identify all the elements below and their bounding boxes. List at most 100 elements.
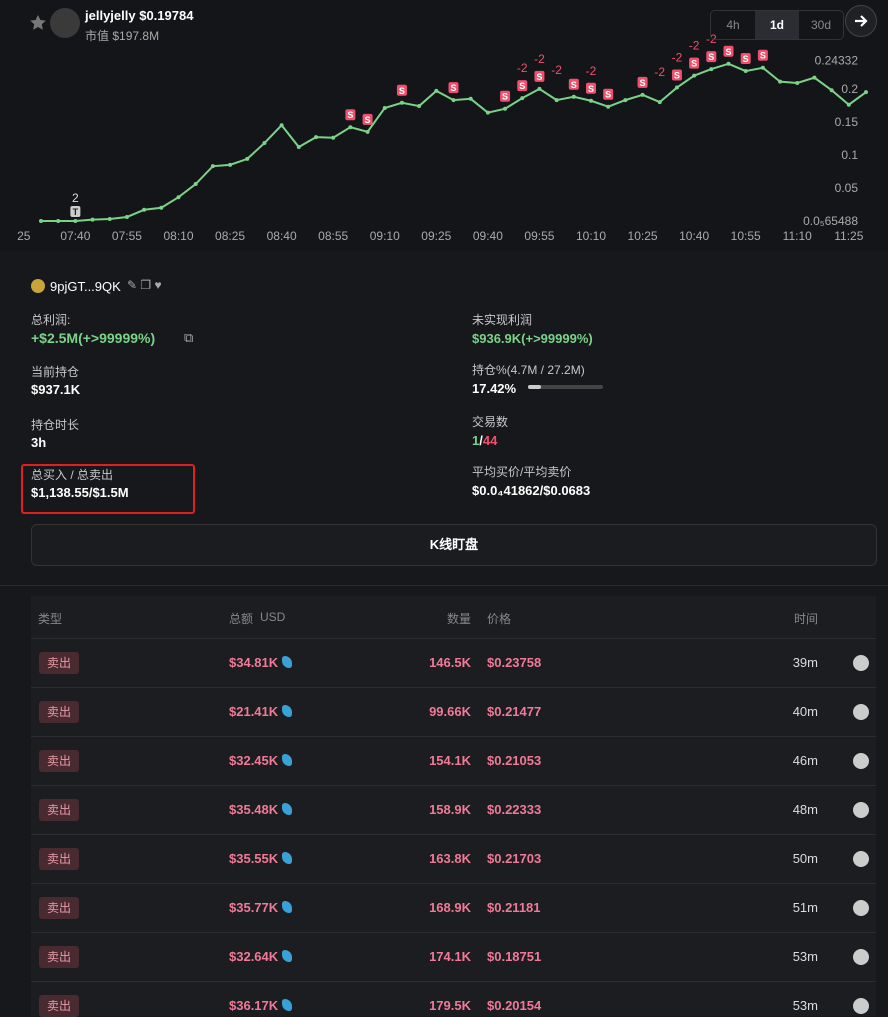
price-point (468, 96, 473, 101)
amount: $32.45K (229, 753, 279, 768)
token-avatar (50, 8, 80, 38)
price-point (760, 65, 765, 70)
price-point (726, 61, 731, 66)
y-tick-label: 0.2 (841, 82, 858, 96)
column-header: 类型 (38, 612, 63, 626)
column-header: 价格 (487, 612, 512, 626)
detail-icon[interactable] (853, 655, 869, 671)
progress-track (528, 385, 603, 389)
stat-label: 总买入 / 总卖出 (31, 468, 114, 482)
buy-marker: T (73, 207, 79, 217)
row-divider (31, 736, 876, 737)
market-cap-value: $197.8M (112, 29, 160, 43)
wallet-icons[interactable]: ✎ ❐ ♥ (127, 278, 162, 292)
price-point (296, 145, 301, 150)
trades: 1/44 (472, 433, 497, 448)
price-point (228, 162, 233, 167)
time: 46m (792, 753, 818, 768)
time: 39m (792, 655, 818, 670)
price-point (743, 69, 748, 74)
price: $0.18751 (487, 949, 542, 964)
detail-icon[interactable] (853, 900, 869, 916)
sell-marker: S (640, 78, 646, 88)
row-divider (31, 883, 876, 884)
price-point (503, 106, 508, 111)
stat-label: 未实现利润 (472, 313, 533, 327)
sell-marker: S (588, 84, 594, 94)
sell-marker: S (450, 83, 456, 93)
row-divider (31, 638, 876, 639)
sell-marker: S (399, 86, 405, 96)
column-header: USD (260, 610, 286, 624)
type-badge: 卖出 (39, 652, 79, 674)
sell-count: -2 (551, 63, 562, 77)
price-point (348, 125, 353, 130)
detail-icon[interactable] (853, 753, 869, 769)
sell-count: -2 (586, 64, 597, 78)
x-tick-label: 08:40 (267, 229, 297, 243)
quantity: 163.8K (429, 851, 471, 866)
price: $0.23758 (487, 655, 542, 670)
trades-sell: 44 (482, 433, 498, 448)
price-point (176, 195, 181, 200)
x-tick-label: 11:10 (783, 229, 812, 243)
type-badge: 卖出 (39, 897, 79, 919)
detail-icon[interactable] (853, 998, 869, 1014)
sell-marker: S (691, 59, 697, 69)
x-tick-label: 08:55 (318, 229, 348, 243)
range-tab[interactable]: 30d (810, 18, 832, 32)
sell-marker-bg (671, 69, 682, 81)
stat-value: +$2.5M(+>99999%) (31, 330, 156, 346)
sell-marker-bg (740, 53, 751, 65)
y-tick-label: 0.0₅65488 (803, 214, 858, 228)
amount: $35.55K (229, 851, 279, 866)
price-point (829, 88, 834, 93)
amount-icon (282, 852, 292, 864)
detail-icon[interactable] (853, 949, 869, 965)
range-tabs: 4h 1d 30d (710, 10, 844, 40)
stat-label: 平均买价/平均卖价 (472, 465, 572, 479)
sell-marker-bg (603, 88, 614, 100)
x-tick-label: 09:40 (473, 229, 503, 243)
price-point (142, 207, 147, 212)
detail-icon[interactable] (853, 802, 869, 818)
x-tick-label: 09:55 (524, 229, 554, 243)
link-icon[interactable]: ⧉ (184, 330, 194, 345)
detail-icon[interactable] (853, 704, 869, 720)
quantity: 158.9K (429, 802, 471, 817)
amount-icon (282, 803, 292, 815)
table: 类型 总额 USD 数量 价格 时间 卖出 $34.81K 146.5K $0.23758 39m 卖… (31, 596, 876, 1017)
quantity: 154.1K (429, 753, 471, 768)
star-icon[interactable] (29, 14, 47, 32)
x-tick-label: 25 (17, 229, 31, 243)
range-tab[interactable]: 1d (755, 11, 799, 39)
sell-marker-bg (568, 78, 579, 90)
amount-icon (282, 656, 292, 668)
sell-marker-bg (689, 57, 700, 69)
price-point (778, 79, 783, 84)
range-tab[interactable]: 4h (726, 18, 740, 32)
x-tick-label: 10:10 (576, 229, 606, 243)
x-tick-label: 11:25 (834, 229, 863, 243)
y-tick-label: 0.24332 (815, 53, 859, 67)
wallet-address[interactable]: 9pjGT...9QK (50, 279, 121, 294)
price-point (73, 219, 78, 223)
kline-button[interactable]: K线盯盘 (31, 524, 877, 566)
row-divider (31, 834, 876, 835)
amount-icon (282, 705, 292, 717)
market-cap-label: 市值 (85, 29, 110, 43)
sell-marker: S (743, 54, 749, 64)
price: $0.21477 (487, 704, 542, 719)
detail-icon[interactable] (853, 851, 869, 867)
amount: $35.48K (229, 802, 279, 817)
stat-value: 3h (31, 435, 47, 450)
amount: $35.77K (229, 900, 279, 915)
time: 50m (792, 851, 818, 866)
next-button[interactable] (845, 5, 877, 37)
type-badge: 卖出 (39, 848, 79, 870)
price-point (709, 67, 714, 72)
quantity: 99.66K (429, 704, 471, 719)
y-tick-label: 0.1 (841, 148, 858, 162)
price-point (864, 90, 868, 95)
sell-marker: S (519, 81, 525, 91)
